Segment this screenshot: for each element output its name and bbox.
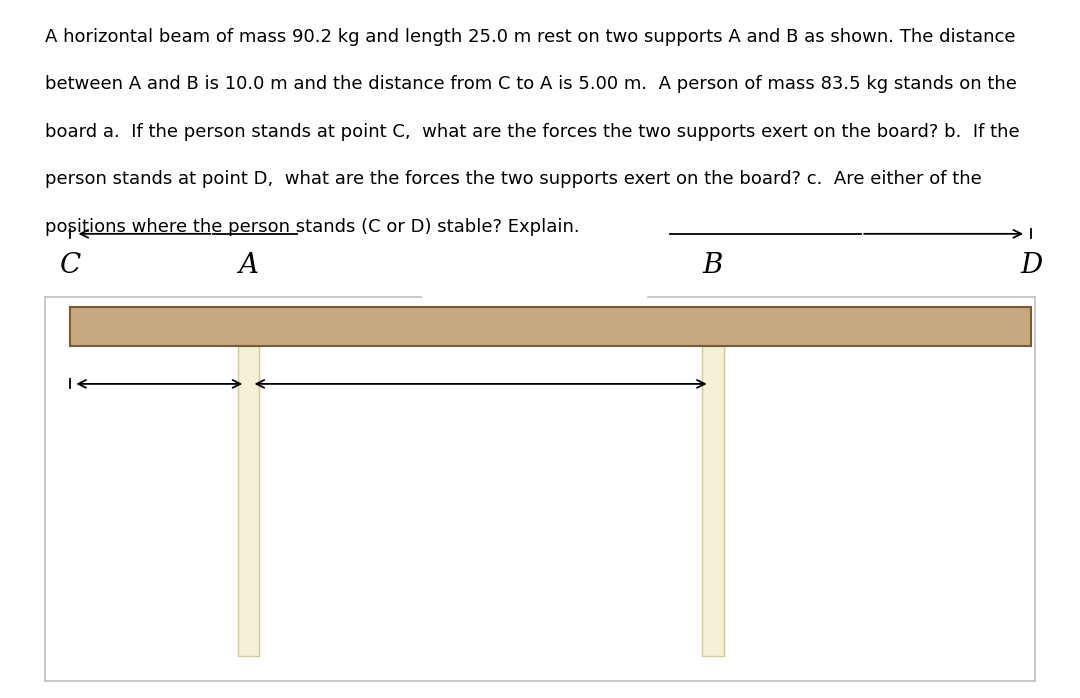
Text: A horizontal beam of mass 90.2 kg and length 25.0 m rest on two supports A and B: A horizontal beam of mass 90.2 kg and le…: [45, 28, 1016, 46]
Text: A: A: [239, 252, 258, 279]
Text: B: B: [703, 252, 723, 279]
Text: positions where the person stands (C or D) stable? Explain.: positions where the person stands (C or …: [45, 218, 580, 236]
Text: between A and B is 10.0 m and the distance from C to A is 5.00 m.  A person of m: between A and B is 10.0 m and the distan…: [45, 75, 1017, 94]
Bar: [238, 346, 259, 656]
Text: person stands at point D,  what are the forces the two supports exert on the boa: person stands at point D, what are the f…: [45, 170, 982, 188]
Text: D: D: [1021, 252, 1042, 279]
Text: board a.  If the person stands at point C,  what are the forces the two supports: board a. If the person stands at point C…: [45, 123, 1020, 141]
Bar: [702, 346, 724, 656]
Bar: [70, 307, 1031, 346]
Text: C: C: [59, 252, 81, 279]
